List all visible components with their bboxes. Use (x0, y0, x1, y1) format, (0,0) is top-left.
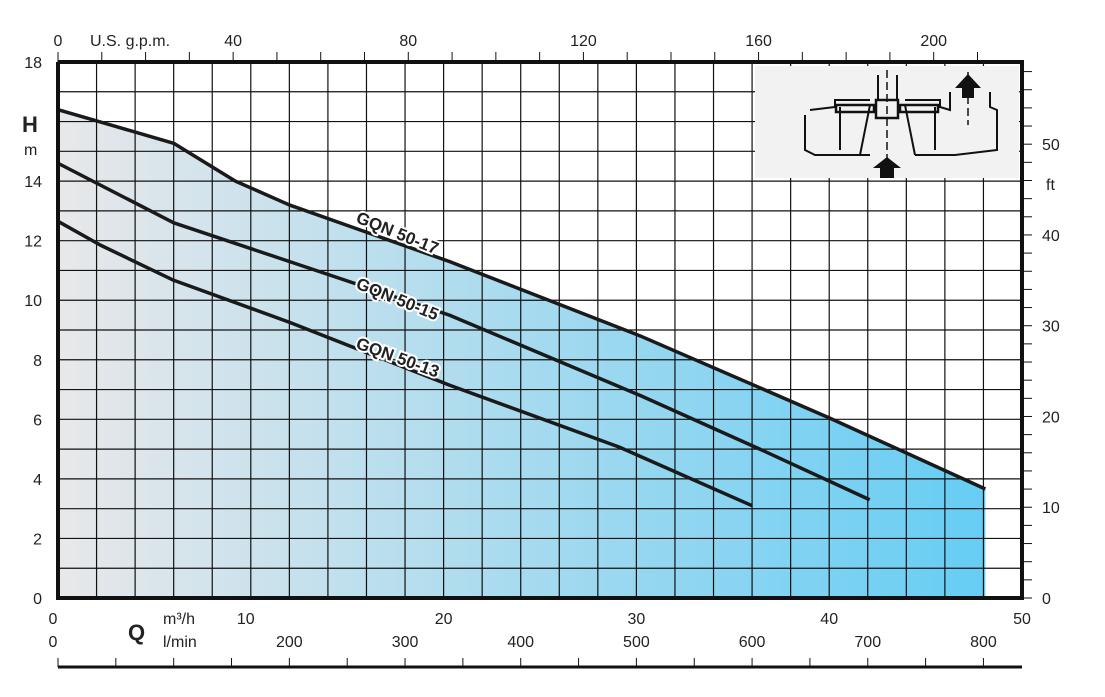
y-tick-label: 0 (33, 591, 42, 608)
y-tick-label: 14 (24, 174, 42, 191)
operating-area-fill (58, 109, 986, 599)
y-tick-label: 12 (24, 234, 42, 251)
inset-outline (804, 115, 870, 156)
inflow-arrow-icon (873, 157, 901, 178)
y-tick-label: 18 (24, 55, 42, 72)
x-tick-label: 40 (820, 611, 838, 628)
x2-tick-label: 400 (507, 634, 534, 651)
x-axis2-unit: l/min (163, 634, 197, 651)
y-tick-label: 8 (33, 353, 42, 370)
x2-tick-label: 800 (970, 634, 997, 651)
x-tick-label: 10 (237, 611, 255, 628)
outflow-arrow-icon (955, 74, 981, 98)
x2-tick-label: 300 (392, 634, 419, 651)
x-top-tick-label: 200 (920, 33, 947, 50)
x-axis-unit: m³/h (163, 611, 195, 628)
curve-gqn-50-17 (57, 107, 987, 491)
y-tick-label: 4 (33, 472, 42, 489)
x2-tick-label: 200 (276, 634, 303, 651)
x-axis-top-unit: U.S. g.p.m. (90, 33, 170, 50)
y-tick-label: 2 (33, 531, 42, 548)
y-tick-label: 10 (24, 293, 42, 310)
x2-tick-label: 600 (739, 634, 766, 651)
x2-tick-label: 700 (854, 634, 881, 651)
x2-tick-label: 500 (623, 634, 650, 651)
x-top-tick-label: 80 (399, 33, 417, 50)
y-right-tick-label: 30 (1042, 319, 1060, 336)
curve-gqn-50-15 (57, 161, 871, 502)
x-tick-label: 20 (435, 611, 453, 628)
x-top-tick-label: 160 (745, 33, 772, 50)
curve-gqn-50-13 (57, 219, 753, 508)
inset-outline (904, 104, 916, 156)
y-axis-unit: m (24, 142, 37, 159)
y-axis-right-unit: ft (1046, 177, 1055, 194)
y-right-tick-label: 40 (1042, 228, 1060, 245)
y-axis-label: H (22, 112, 38, 137)
y-right-tick-label: 10 (1042, 500, 1060, 517)
pump-cross-section-icon (755, 66, 1019, 178)
x-tick-label: 0 (49, 611, 58, 628)
inset-part (834, 103, 876, 114)
x-tick-label: 50 (1013, 611, 1031, 628)
inset-outline (859, 104, 871, 156)
x-top-tick-label: 40 (224, 33, 242, 50)
inset-outline (809, 99, 870, 111)
inset-outline (915, 92, 998, 156)
y-right-tick-label: 20 (1042, 409, 1060, 426)
x-tick-label: 30 (628, 611, 646, 628)
inset-outline (905, 92, 951, 112)
inset-part (898, 103, 940, 114)
y-right-tick-label: 50 (1042, 137, 1060, 154)
x-top-tick-label: 0 (54, 33, 63, 50)
x-top-tick-label: 120 (570, 33, 597, 50)
y-right-tick-label: 0 (1042, 591, 1051, 608)
x-axis-label: Q (128, 620, 145, 645)
y-tick-label: 6 (33, 412, 42, 429)
x2-tick-label: 0 (49, 634, 58, 651)
